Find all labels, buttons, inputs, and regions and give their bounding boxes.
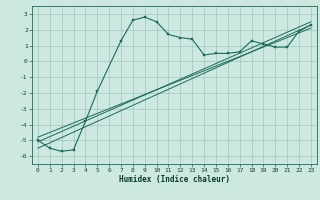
X-axis label: Humidex (Indice chaleur): Humidex (Indice chaleur) bbox=[119, 175, 230, 184]
